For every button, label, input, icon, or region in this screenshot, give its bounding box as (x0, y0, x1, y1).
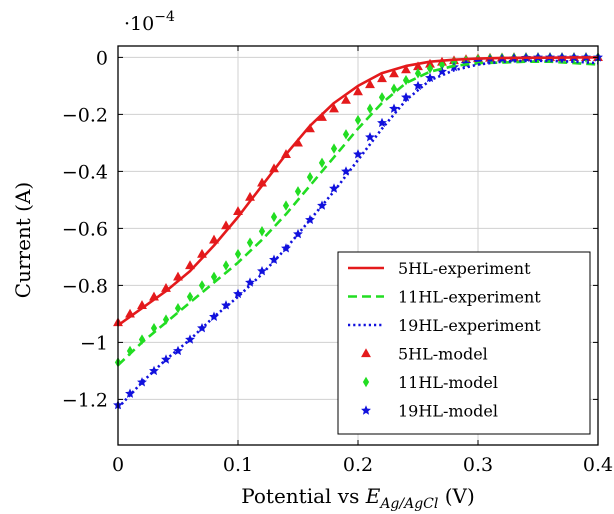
data-point-11HL-model (186, 291, 194, 302)
data-point-5HL-model (425, 58, 435, 68)
data-point-19HL-model (437, 66, 447, 76)
data-point-5HL-model (401, 64, 411, 74)
data-point-11HL-model (246, 237, 254, 248)
legend-marker-11HL-model (362, 376, 370, 388)
data-point-19HL-model (365, 132, 375, 142)
data-point-19HL-model (317, 200, 327, 210)
y-tick-label: −0.6 (62, 218, 108, 240)
x-tick-label: 0 (112, 454, 124, 476)
data-point-19HL-model (425, 72, 435, 83)
data-point-11HL-model (342, 129, 350, 140)
data-point-19HL-model (413, 80, 423, 91)
legend-label-5HL-model: 5HL-model (398, 345, 488, 364)
x-tick-label: 0.4 (583, 454, 613, 476)
data-point-19HL-model (389, 103, 399, 113)
data-point-11HL-model (294, 186, 302, 197)
y-tick-label: −1.2 (62, 389, 108, 411)
data-point-11HL-model (426, 63, 434, 74)
x-axis-label: Potential vs EAg/AgCl (V) (241, 484, 475, 512)
data-point-11HL-model (222, 260, 230, 271)
series-line-5HL-experiment (117, 56, 598, 327)
data-point-19HL-model (209, 311, 219, 321)
data-point-11HL-model (402, 75, 410, 86)
data-point-11HL-model (354, 114, 362, 126)
x-tick-label: 0.2 (343, 454, 373, 476)
data-point-11HL-model (258, 226, 266, 237)
x-tick-label: 0.1 (223, 454, 253, 476)
data-point-11HL-model (270, 211, 278, 223)
y-multiplier-label: ·10−4 (124, 9, 175, 35)
x-axis-label-prefix: Potential vs (241, 484, 365, 508)
data-point-19HL-model (305, 214, 315, 225)
y-tick-label: −1 (80, 332, 108, 354)
data-point-5HL-model (269, 163, 279, 173)
data-point-19HL-model (257, 265, 267, 276)
data-point-11HL-model (378, 92, 386, 103)
data-point-5HL-model (329, 103, 339, 113)
series-line-19HL-experiment (117, 59, 599, 409)
axis-ticks: 0 0.1 0.2 0.3 0.4 0 −0.2 −0.4 −0.6 −0.8 −1 −1.2 (62, 46, 613, 476)
legend-label-19HL-model: 19HL-model (398, 402, 498, 421)
data-point-11HL-model (414, 68, 422, 79)
data-point-11HL-model (198, 280, 206, 291)
y-tick-label: −0.2 (62, 104, 108, 126)
data-point-19HL-model (281, 243, 291, 253)
y-tick-label: −0.8 (62, 275, 108, 297)
data-point-11HL-model (366, 103, 374, 114)
data-point-5HL-model (389, 68, 399, 78)
data-point-19HL-model (401, 92, 411, 102)
legend-label-11HL-model: 11HL-model (398, 373, 498, 392)
legend: 5HL-experiment 11HL-experiment 19HL-experi… (337, 251, 591, 435)
data-point-11HL-model (390, 83, 398, 94)
x-axis-label-suffix: (V) (438, 484, 474, 508)
data-point-19HL-model (125, 388, 135, 398)
y-tick-label: 0 (96, 47, 108, 69)
data-point-11HL-model (174, 303, 182, 314)
data-point-19HL-model (377, 117, 387, 128)
legend-label-5HL-experiment: 5HL-experiment (398, 259, 531, 278)
x-axis-label-subscript: Ag/AgCl (378, 496, 438, 512)
data-point-11HL-model (438, 59, 446, 71)
data-point-5HL-model (377, 73, 387, 83)
legend-marker-5HL-model (361, 348, 371, 358)
data-point-5HL-model (341, 94, 351, 104)
data-point-11HL-model (306, 171, 314, 183)
data-point-5HL-model (365, 79, 375, 89)
data-point-19HL-model (341, 166, 351, 176)
data-point-19HL-model (137, 377, 147, 387)
data-point-19HL-model (269, 254, 279, 264)
data-point-19HL-model (233, 288, 243, 299)
legend-label-19HL-experiment: 19HL-experiment (398, 316, 541, 335)
legend-marker-19HL-model (361, 405, 371, 415)
y-axis-label: Current (A) (11, 182, 35, 298)
legend-label-11HL-experiment: 11HL-experiment (398, 288, 541, 307)
x-tick-label: 0.3 (463, 454, 493, 476)
data-point-5HL-model (317, 112, 327, 121)
data-point-5HL-model (353, 86, 363, 96)
data-point-11HL-model (330, 143, 338, 154)
plot-series (113, 52, 603, 410)
y-multiplier-base: ·10 (124, 13, 154, 35)
data-point-11HL-model (234, 248, 242, 260)
data-point-11HL-model (282, 200, 290, 211)
legend-box (337, 251, 591, 435)
y-multiplier-exponent: −4 (154, 9, 175, 25)
data-point-19HL-model (329, 183, 339, 193)
data-point-11HL-model (318, 157, 326, 169)
data-point-5HL-model (413, 61, 423, 71)
data-point-11HL-model (210, 271, 218, 283)
series-line-11HL-experiment (117, 60, 599, 367)
x-axis-label-symbol: E (365, 484, 381, 508)
y-tick-label: −0.4 (62, 161, 108, 183)
